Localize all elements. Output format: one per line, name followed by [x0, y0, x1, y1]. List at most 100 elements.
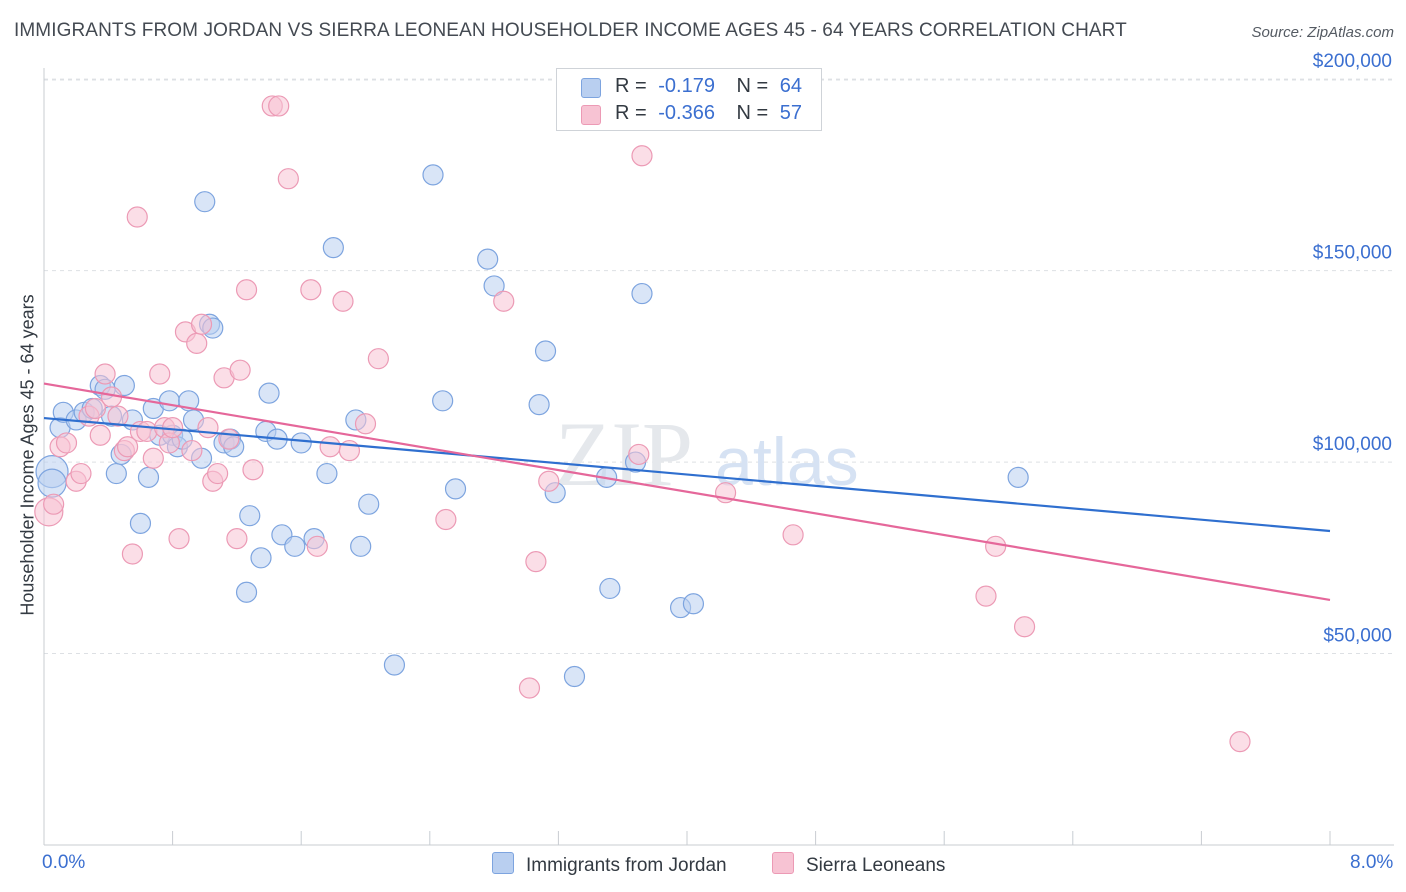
sierra-point — [493, 290, 515, 312]
jordan-point — [250, 547, 272, 569]
chart-title: IMMIGRANTS FROM JORDAN VS SIERRA LEONEAN… — [14, 20, 1127, 41]
legend-n-label: N = — [736, 102, 769, 124]
series-swatch-sierra — [772, 852, 794, 874]
jordan-point — [258, 382, 280, 404]
sierra-point — [1229, 731, 1251, 753]
jordan-point — [631, 282, 653, 305]
sierra-point — [367, 348, 389, 370]
legend-n-label: N = — [736, 75, 769, 97]
x-tick-max: 8.0% — [1350, 852, 1394, 873]
series-name-sierra: Sierra Leoneans — [806, 855, 946, 876]
jordan-point — [322, 237, 344, 259]
legend-r-label: R = — [615, 75, 647, 97]
sierra-point — [181, 439, 203, 462]
sierra-point — [84, 397, 107, 420]
sierra-point — [268, 95, 290, 117]
jordan-point — [422, 164, 444, 186]
y-tick-label: $150,000 — [1313, 243, 1392, 264]
sierra-point — [782, 524, 804, 546]
legend-r-value: -0.179 — [658, 75, 715, 97]
sierra-point — [136, 420, 158, 443]
legend-r-label: R = — [615, 102, 647, 124]
series-legend-jordan: Immigrants from Jordan — [492, 852, 727, 877]
sierra-point — [242, 459, 264, 481]
sierra-point — [70, 462, 92, 485]
source-credit: Source: ZipAtlas.com — [1251, 24, 1394, 41]
jordan-point — [528, 394, 550, 416]
sierra-point — [435, 508, 457, 531]
sierra-point — [121, 543, 144, 565]
jordan-point — [358, 493, 380, 515]
jordan-point — [444, 478, 467, 500]
sierra-point — [116, 436, 139, 458]
legend-n-value: 57 — [779, 102, 803, 124]
sierra-point — [518, 677, 541, 699]
sierra-point — [332, 290, 354, 312]
sierra-trend-line — [43, 382, 1331, 602]
legend-swatch-sierra — [581, 105, 601, 125]
sierra-point — [975, 585, 997, 607]
jordan-point — [105, 462, 127, 485]
sierra-point — [190, 313, 213, 335]
y-tick-label: $200,000 — [1313, 51, 1392, 72]
y-tick-label: $100,000 — [1313, 434, 1392, 455]
jordan-point — [383, 654, 406, 676]
jordan-point — [534, 340, 557, 362]
jordan-point — [290, 432, 312, 454]
sierra-point — [149, 363, 171, 385]
jordan-point — [235, 581, 258, 603]
jordan-point — [1007, 466, 1029, 488]
sierra-point — [168, 528, 190, 550]
jordan-point — [599, 577, 621, 600]
series-swatch-jordan — [492, 852, 514, 874]
series-legend-sierra: Sierra Leoneans — [772, 852, 945, 877]
sierra-point — [226, 528, 248, 550]
x-tick-min: 0.0% — [42, 852, 86, 873]
jordan-point — [137, 466, 160, 488]
jordan-point — [350, 535, 372, 557]
watermark: ZIP atlas — [555, 403, 859, 505]
sierra-point — [229, 359, 251, 381]
series-name-jordan: Immigrants from Jordan — [526, 855, 727, 876]
y-tick-label: $50,000 — [1323, 626, 1392, 647]
sierra-point — [1013, 616, 1036, 638]
trend-lines — [43, 382, 1331, 602]
sierra-point — [142, 447, 164, 469]
jordan-point — [682, 593, 705, 615]
sierra-point — [197, 417, 219, 439]
jordan-point — [316, 462, 338, 485]
sierra-point — [306, 535, 328, 557]
sierra-point — [354, 413, 377, 435]
sierra-point — [107, 405, 129, 427]
sierra-point — [207, 462, 229, 485]
jordan-point — [477, 248, 499, 270]
sierra-point — [218, 428, 240, 450]
y-tick-labels: $50,000 $100,000 $150,000 $200,000 — [1313, 51, 1392, 646]
jordan-point — [37, 468, 67, 498]
sierra-point — [525, 551, 547, 573]
correlation-legend: R = -0.179 N = 64 R = -0.366 N = 57 — [556, 68, 822, 131]
legend-swatch-jordan — [581, 78, 601, 98]
sierra-point — [631, 145, 653, 167]
sierra-point — [985, 535, 1007, 557]
sierra-point — [235, 279, 258, 301]
sierra-point — [300, 279, 322, 301]
axes — [43, 68, 1394, 846]
jordan-point — [284, 535, 306, 557]
legend-n-value: 64 — [779, 75, 803, 97]
sierra-point — [538, 470, 560, 492]
y-axis-label: Householder Income Ages 45 - 64 years — [17, 294, 38, 616]
sierra-point — [628, 443, 650, 466]
sierra-point — [162, 417, 184, 439]
sierra-point — [277, 168, 299, 190]
jordan-point — [194, 191, 216, 213]
sierra-point — [89, 424, 111, 446]
jordan-point — [158, 390, 180, 412]
sierra-point — [186, 332, 208, 354]
jordan-point — [129, 512, 152, 534]
sierra-point — [55, 432, 78, 454]
legend-r-value: -0.366 — [658, 102, 715, 124]
jordan-point — [483, 275, 505, 297]
sierra-point — [94, 363, 116, 385]
